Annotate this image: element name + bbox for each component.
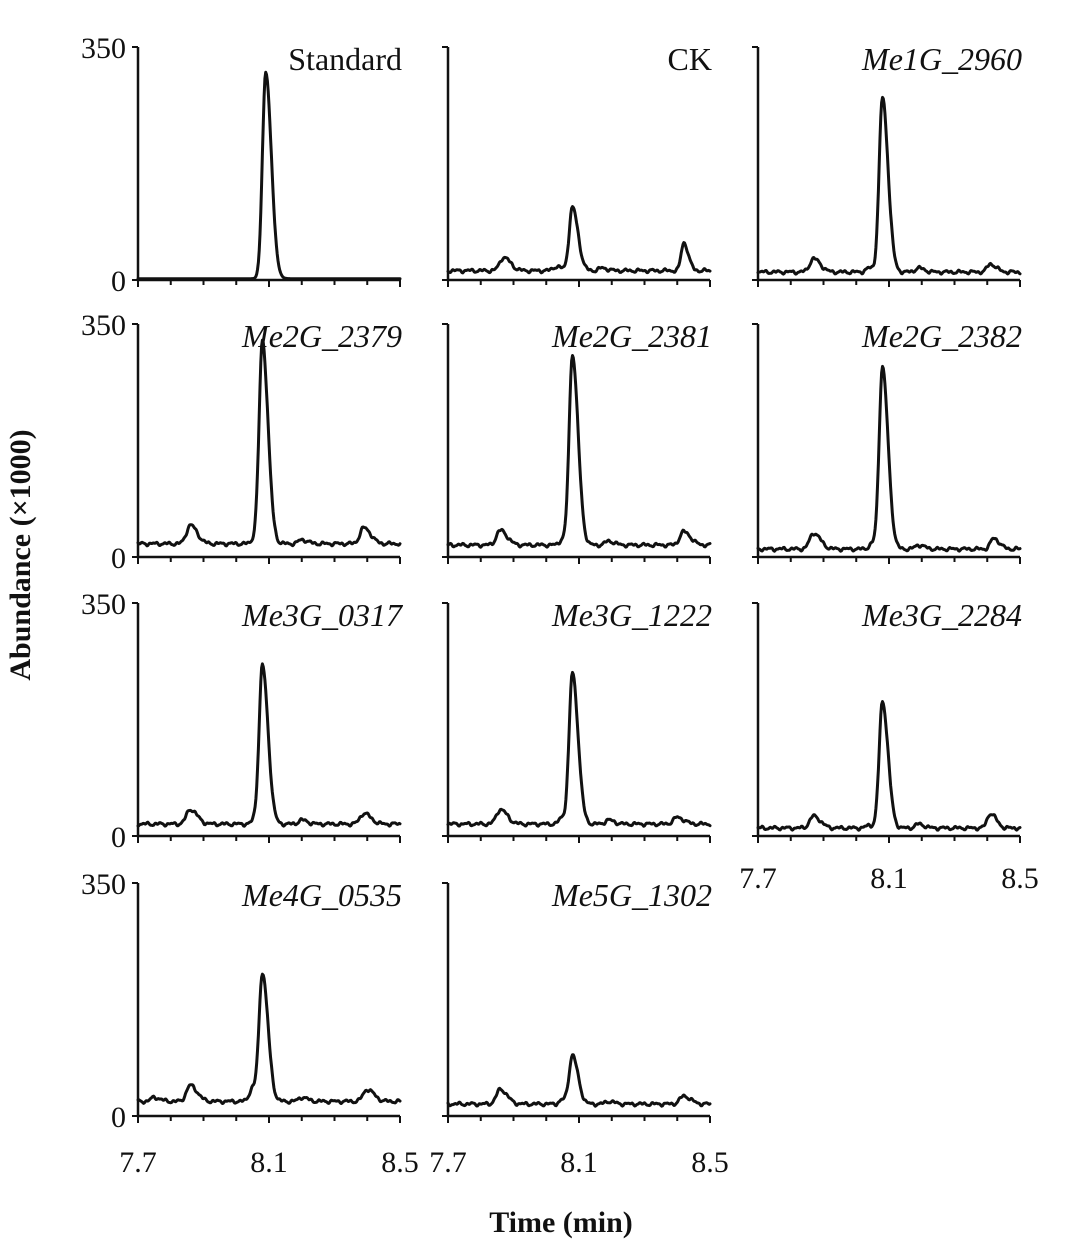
panel-title: Me3G_2284	[861, 597, 1022, 633]
panel-title: Me2G_2381	[551, 318, 712, 354]
panel-grid: 0 350 Standard CK Me1G_2960 0 350 Me2G_2379 Me2G…	[81, 32, 1039, 1179]
axis-lines	[136, 883, 400, 1118]
x-tick-label: 7.7	[119, 1146, 157, 1179]
chromatogram-trace	[136, 662, 402, 828]
chromatogram-panel: Me1G_2960	[752, 41, 1022, 287]
axis-lines	[756, 603, 1020, 838]
chromatogram-trace	[756, 700, 1022, 832]
panel-title: Me4G_0535	[241, 877, 402, 913]
chromatogram-panel: 7.7 8.1 8.5 Me5G_1302	[429, 877, 729, 1179]
x-tick-label: 8.5	[381, 1146, 419, 1179]
chromatogram-panel: 0 350 Me3G_0317	[81, 588, 404, 854]
x-tick-label: 8.1	[870, 862, 908, 895]
y-axis-title: Abundance (×1000)	[4, 429, 37, 680]
y-tick-label: 0	[111, 265, 126, 298]
y-tick-label: 0	[111, 821, 126, 854]
chromatogram-panel: CK	[442, 41, 712, 287]
panel-title: Standard	[288, 41, 402, 77]
panel-title: Me5G_1302	[551, 877, 712, 913]
y-tick-label: 350	[81, 32, 126, 65]
chromatogram-trace	[756, 364, 1022, 553]
y-tick-label: 350	[81, 588, 126, 621]
panel-title: Me2G_2382	[861, 318, 1022, 354]
x-tick-label: 8.5	[1001, 862, 1039, 895]
x-axis-title: Time (min)	[489, 1206, 633, 1239]
chromatogram-trace	[136, 70, 402, 281]
x-tick-label: 8.1	[250, 1146, 288, 1179]
x-tick-label: 8.1	[560, 1146, 598, 1179]
chromatogram-trace	[446, 205, 712, 275]
axis-lines	[136, 47, 400, 282]
panel-title: Me1G_2960	[861, 41, 1022, 77]
chromatogram-panel: 0 350 Standard	[81, 32, 402, 298]
panel-title: Me3G_0317	[241, 597, 404, 633]
chromatogram-panel: Me3G_1222	[442, 597, 712, 843]
chromatogram-panel: Me2G_2382	[752, 318, 1022, 564]
chromatogram-panel: 0 350 7.7 8.1 8.5 Me4G_0535	[81, 868, 419, 1179]
chromatogram-trace	[136, 972, 402, 1105]
panel-title: Me2G_2379	[241, 318, 402, 354]
y-tick-label: 350	[81, 309, 126, 342]
panel-title: CK	[668, 41, 712, 77]
chromatogram-trace	[756, 95, 1022, 276]
panel-title: Me3G_1222	[551, 597, 712, 633]
chromatogram-trace	[446, 1053, 712, 1108]
chromatogram-panel: 0 350 Me2G_2379	[81, 309, 402, 575]
x-tick-label: 8.5	[691, 1146, 729, 1179]
chromatogram-trace	[446, 670, 712, 828]
y-tick-label: 0	[111, 1101, 126, 1134]
y-tick-label: 350	[81, 868, 126, 901]
chromatogram-panel: 7.7 8.1 8.5 Me3G_2284	[739, 597, 1039, 895]
axis-lines	[446, 603, 710, 838]
chromatogram-panel: Me2G_2381	[442, 318, 712, 564]
x-tick-label: 7.7	[429, 1146, 467, 1179]
chromatogram-trace	[136, 338, 402, 548]
x-tick-label: 7.7	[739, 862, 777, 895]
chromatogram-trace	[446, 354, 712, 549]
y-tick-label: 0	[111, 542, 126, 575]
